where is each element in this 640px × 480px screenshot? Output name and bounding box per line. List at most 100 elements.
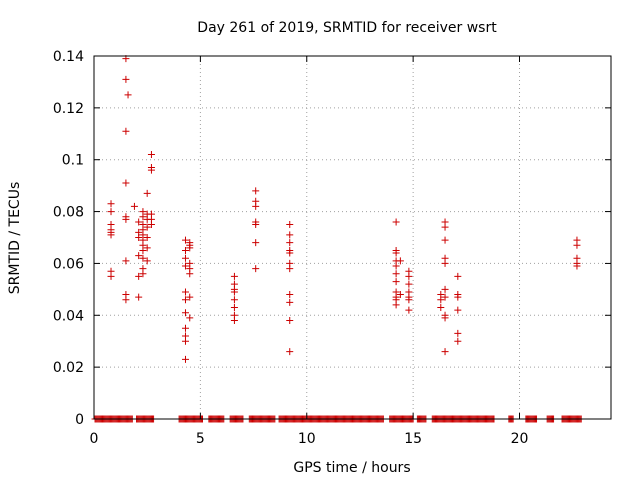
data-point [286,221,294,229]
data-point [181,246,189,254]
x-tick-label: 0 [90,431,99,447]
data-point [392,278,400,286]
axes: 0 5 10 15 20 0 0.02 0.04 0.06 0.08 0.1 0.12 0.14 [53,49,611,447]
data-point [405,272,413,280]
data-point [441,314,449,322]
data-point [186,314,194,322]
data-point [181,262,189,270]
data-point [139,246,147,254]
data-point [392,301,400,309]
data-point [130,202,138,210]
data-point [139,213,147,221]
data-point [392,270,400,278]
data-point [135,234,143,241]
data-point [122,257,130,265]
data-point [405,306,413,314]
data-point [147,166,155,174]
y-tick-label: 0.06 [53,256,84,272]
data-point [181,324,189,332]
data-point [143,189,151,197]
data-point [139,254,147,262]
data-point [181,337,189,345]
data-point [122,296,130,304]
data-point [405,280,413,288]
data-point [107,200,115,208]
data-point [143,257,151,265]
data-point [135,272,143,280]
data-point [181,309,189,317]
data-point [454,272,462,280]
x-tick-label: 5 [196,431,205,447]
data-point [122,127,130,135]
data-point [392,218,400,226]
y-tick-label: 0.1 [62,153,84,169]
data-point [405,296,413,304]
data-point [392,249,400,257]
data-point [286,265,294,273]
data-point [230,285,238,293]
data-point [181,296,189,304]
data-point [454,337,462,345]
data-point [252,265,260,273]
x-tick-label: 20 [511,431,529,447]
data-point [122,179,130,187]
data-point [437,304,445,312]
data-point [286,298,294,306]
x-axis-label: GPS time / hours [293,460,410,476]
data-point [186,270,194,278]
data-point [124,91,132,99]
data-point [573,241,581,249]
data-point [230,296,238,304]
data-point [252,187,260,195]
data-point [392,262,400,270]
data-point [186,293,194,301]
plot-frame [93,55,612,420]
x-tick-label: 15 [404,431,422,447]
data-point [135,252,143,260]
data-point [107,272,115,280]
y-axis-label: SRMTID / TECUs [7,182,23,295]
data-point [252,239,260,247]
x-tick-label: 10 [298,431,316,447]
data-point [186,244,194,252]
data-point [139,270,147,278]
data-point [573,262,581,270]
data-point [230,304,238,312]
data-point [454,293,462,301]
data-point [441,236,449,244]
data-point [143,234,151,241]
data-point [135,218,143,226]
data-point [396,291,404,299]
data-point [181,254,189,262]
y-tick-label: 0.14 [53,49,84,65]
y-tick-label: 0 [75,412,84,428]
data-point [181,355,189,363]
data-point [286,231,294,239]
data-point [396,257,404,265]
y-tick-label: 0.04 [53,308,84,324]
y-tick-label: 0.08 [53,205,84,221]
y-tick-label: 0.12 [53,101,84,117]
data-point [122,75,130,83]
data-point [107,231,115,239]
data-point [454,329,462,337]
data-point [252,202,260,210]
data-point [230,272,238,280]
data-point [441,348,449,356]
data-point [286,316,294,324]
data-point [252,221,260,229]
data-point [437,296,445,304]
data-point [181,288,189,296]
data-point [441,285,449,293]
data-point [122,215,130,223]
y-tick-label: 0.02 [53,360,84,376]
data-point [286,239,294,247]
data-point [147,151,155,159]
data-point [286,348,294,356]
data-point [441,223,449,231]
data-point [230,316,238,324]
data-point [181,236,189,244]
data-point [441,293,449,301]
data-point [286,291,294,299]
data-point [286,249,294,257]
